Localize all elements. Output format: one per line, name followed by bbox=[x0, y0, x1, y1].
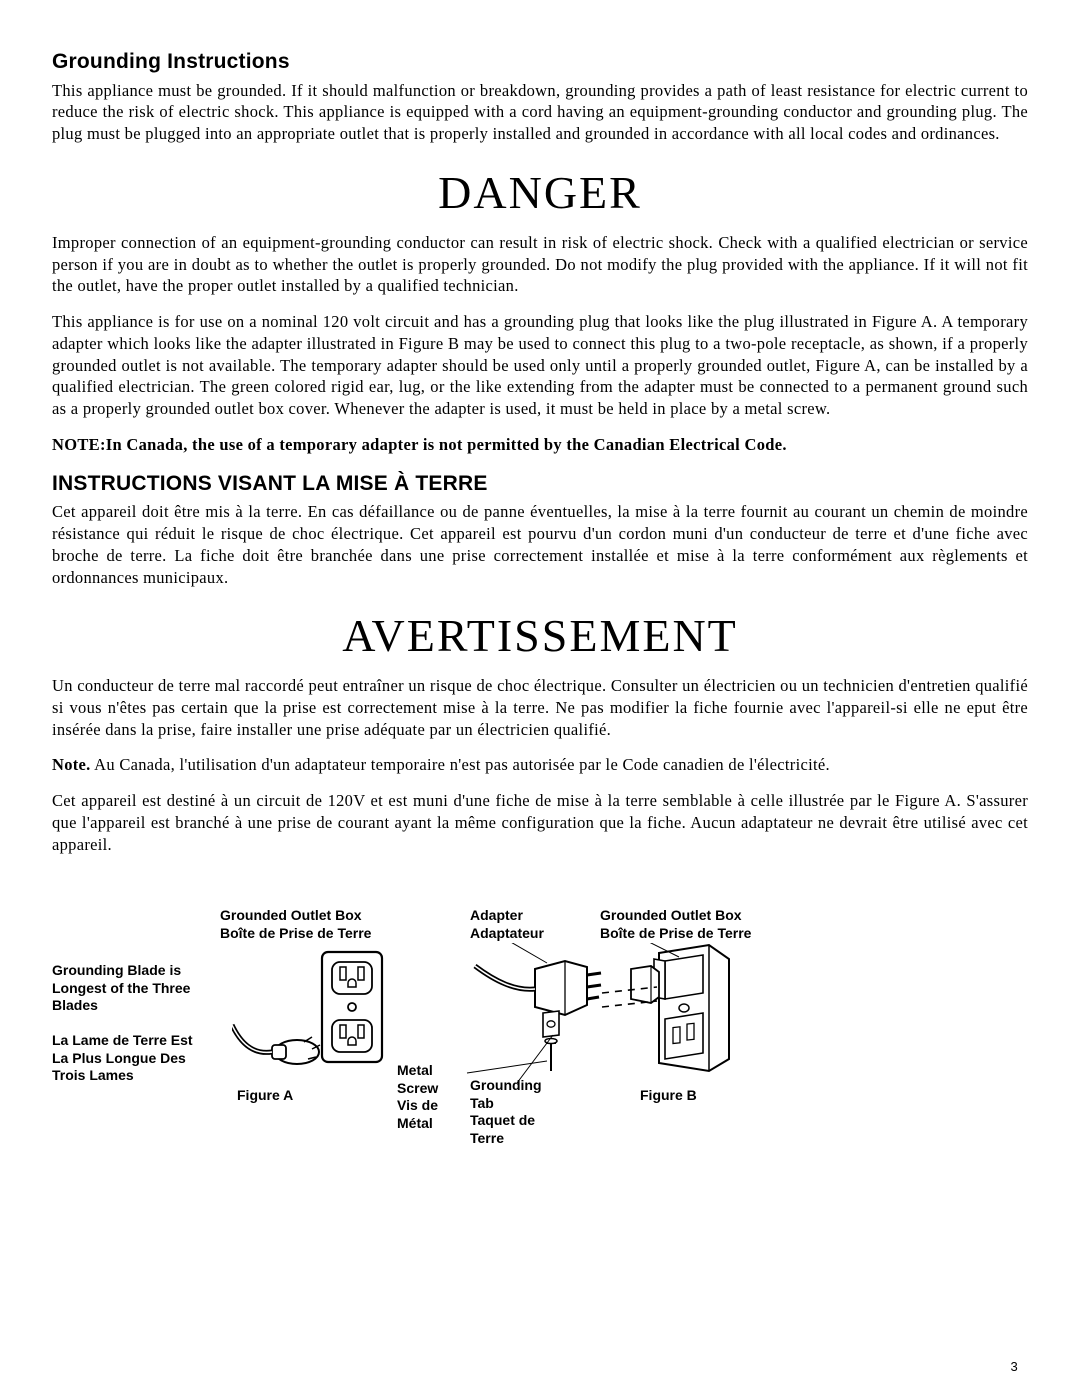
label-blade-longest: Grounding Blade is Longest of the Three … bbox=[52, 962, 212, 1085]
label-adapter-fr: Adaptateur bbox=[470, 925, 544, 941]
label-grounded-box-a: Grounded Outlet Box Boîte de Prise de Te… bbox=[220, 907, 371, 942]
label-adapter: Adapter Adaptateur bbox=[470, 907, 544, 942]
label-grounded-box-b-en: Grounded Outlet Box bbox=[600, 907, 742, 923]
para-fr-1: Cet appareil doit être mis à la terre. E… bbox=[52, 501, 1028, 588]
heading-grounding-instructions: Grounding Instructions bbox=[52, 48, 1028, 76]
label-adapter-en: Adapter bbox=[470, 907, 523, 923]
page-number: 3 bbox=[1010, 1358, 1018, 1375]
figure-a-illustration bbox=[232, 947, 392, 1087]
para-avert-1: Un conducteur de terre mal raccordé peut… bbox=[52, 675, 1028, 740]
heading-avertissement: AVERTISSEMENT bbox=[52, 606, 1028, 667]
note-bold-fr: Note. bbox=[52, 755, 91, 774]
label-grounded-box-b-fr: Boîte de Prise de Terre bbox=[600, 925, 751, 941]
note-rest-fr: Au Canada, l'utilisation d'un adaptateur… bbox=[91, 755, 830, 774]
label-grounded-box-a-fr: Boîte de Prise de Terre bbox=[220, 925, 371, 941]
label-grounding-tab-fr1: Taquet de bbox=[470, 1112, 535, 1128]
label-blade-longest-en: Grounding Blade is Longest of the Three … bbox=[52, 962, 190, 1013]
label-grounding-tab-en2: Tab bbox=[470, 1095, 494, 1111]
heading-danger: DANGER bbox=[52, 163, 1028, 224]
label-grounded-box-a-en: Grounded Outlet Box bbox=[220, 907, 362, 923]
label-metal-screw-en1: Metal bbox=[397, 1062, 433, 1078]
para-grounding-1: This appliance must be grounded. If it s… bbox=[52, 80, 1028, 145]
heading-instructions-fr: INSTRUCTIONS VISANT LA MISE À TERRE bbox=[52, 470, 1028, 498]
label-metal-screw-en2: Screw bbox=[397, 1080, 438, 1096]
note-canada-en-text: NOTE:In Canada, the use of a temporary a… bbox=[52, 435, 787, 454]
label-figure-a: Figure A bbox=[237, 1087, 293, 1105]
label-grounded-box-b: Grounded Outlet Box Boîte de Prise de Te… bbox=[600, 907, 751, 942]
label-blade-longest-fr: La Lame de Terre Est La Plus Longue Des … bbox=[52, 1032, 193, 1083]
label-metal-screw: Metal Screw Vis de Métal bbox=[397, 1062, 438, 1132]
figure-b-illustration bbox=[447, 943, 747, 1093]
label-metal-screw-fr2: Métal bbox=[397, 1115, 433, 1131]
para-avert-3: Cet appareil est destiné à un circuit de… bbox=[52, 790, 1028, 855]
note-canada-fr: Note. Au Canada, l'utilisation d'un adap… bbox=[52, 754, 1028, 776]
label-grounding-tab-fr2: Terre bbox=[470, 1130, 504, 1146]
para-danger-1: Improper connection of an equipment-grou… bbox=[52, 232, 1028, 297]
para-danger-2: This appliance is for use on a nominal 1… bbox=[52, 311, 1028, 420]
figures-container: Grounded Outlet Box Boîte de Prise de Te… bbox=[52, 907, 1028, 1197]
note-canada-en: NOTE:In Canada, the use of a temporary a… bbox=[52, 434, 1028, 456]
label-metal-screw-fr1: Vis de bbox=[397, 1097, 438, 1113]
